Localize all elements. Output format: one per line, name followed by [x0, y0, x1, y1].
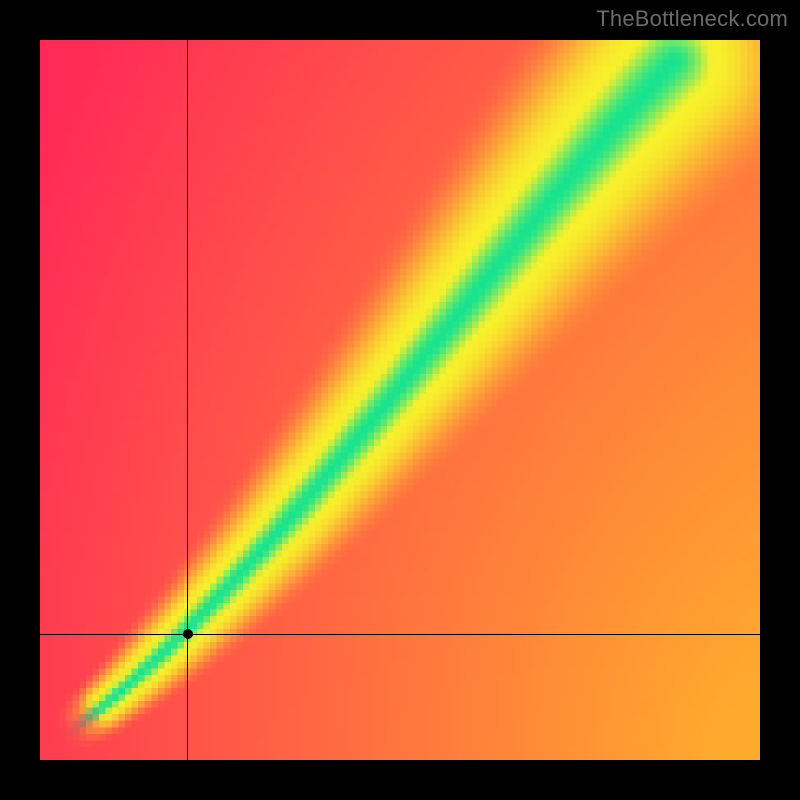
- crosshair-point: [183, 629, 193, 639]
- heatmap-canvas: [40, 40, 760, 760]
- crosshair-horizontal: [40, 634, 760, 635]
- crosshair-vertical: [187, 40, 188, 760]
- heatmap-container: [40, 40, 760, 760]
- watermark-text: TheBottleneck.com: [596, 6, 788, 32]
